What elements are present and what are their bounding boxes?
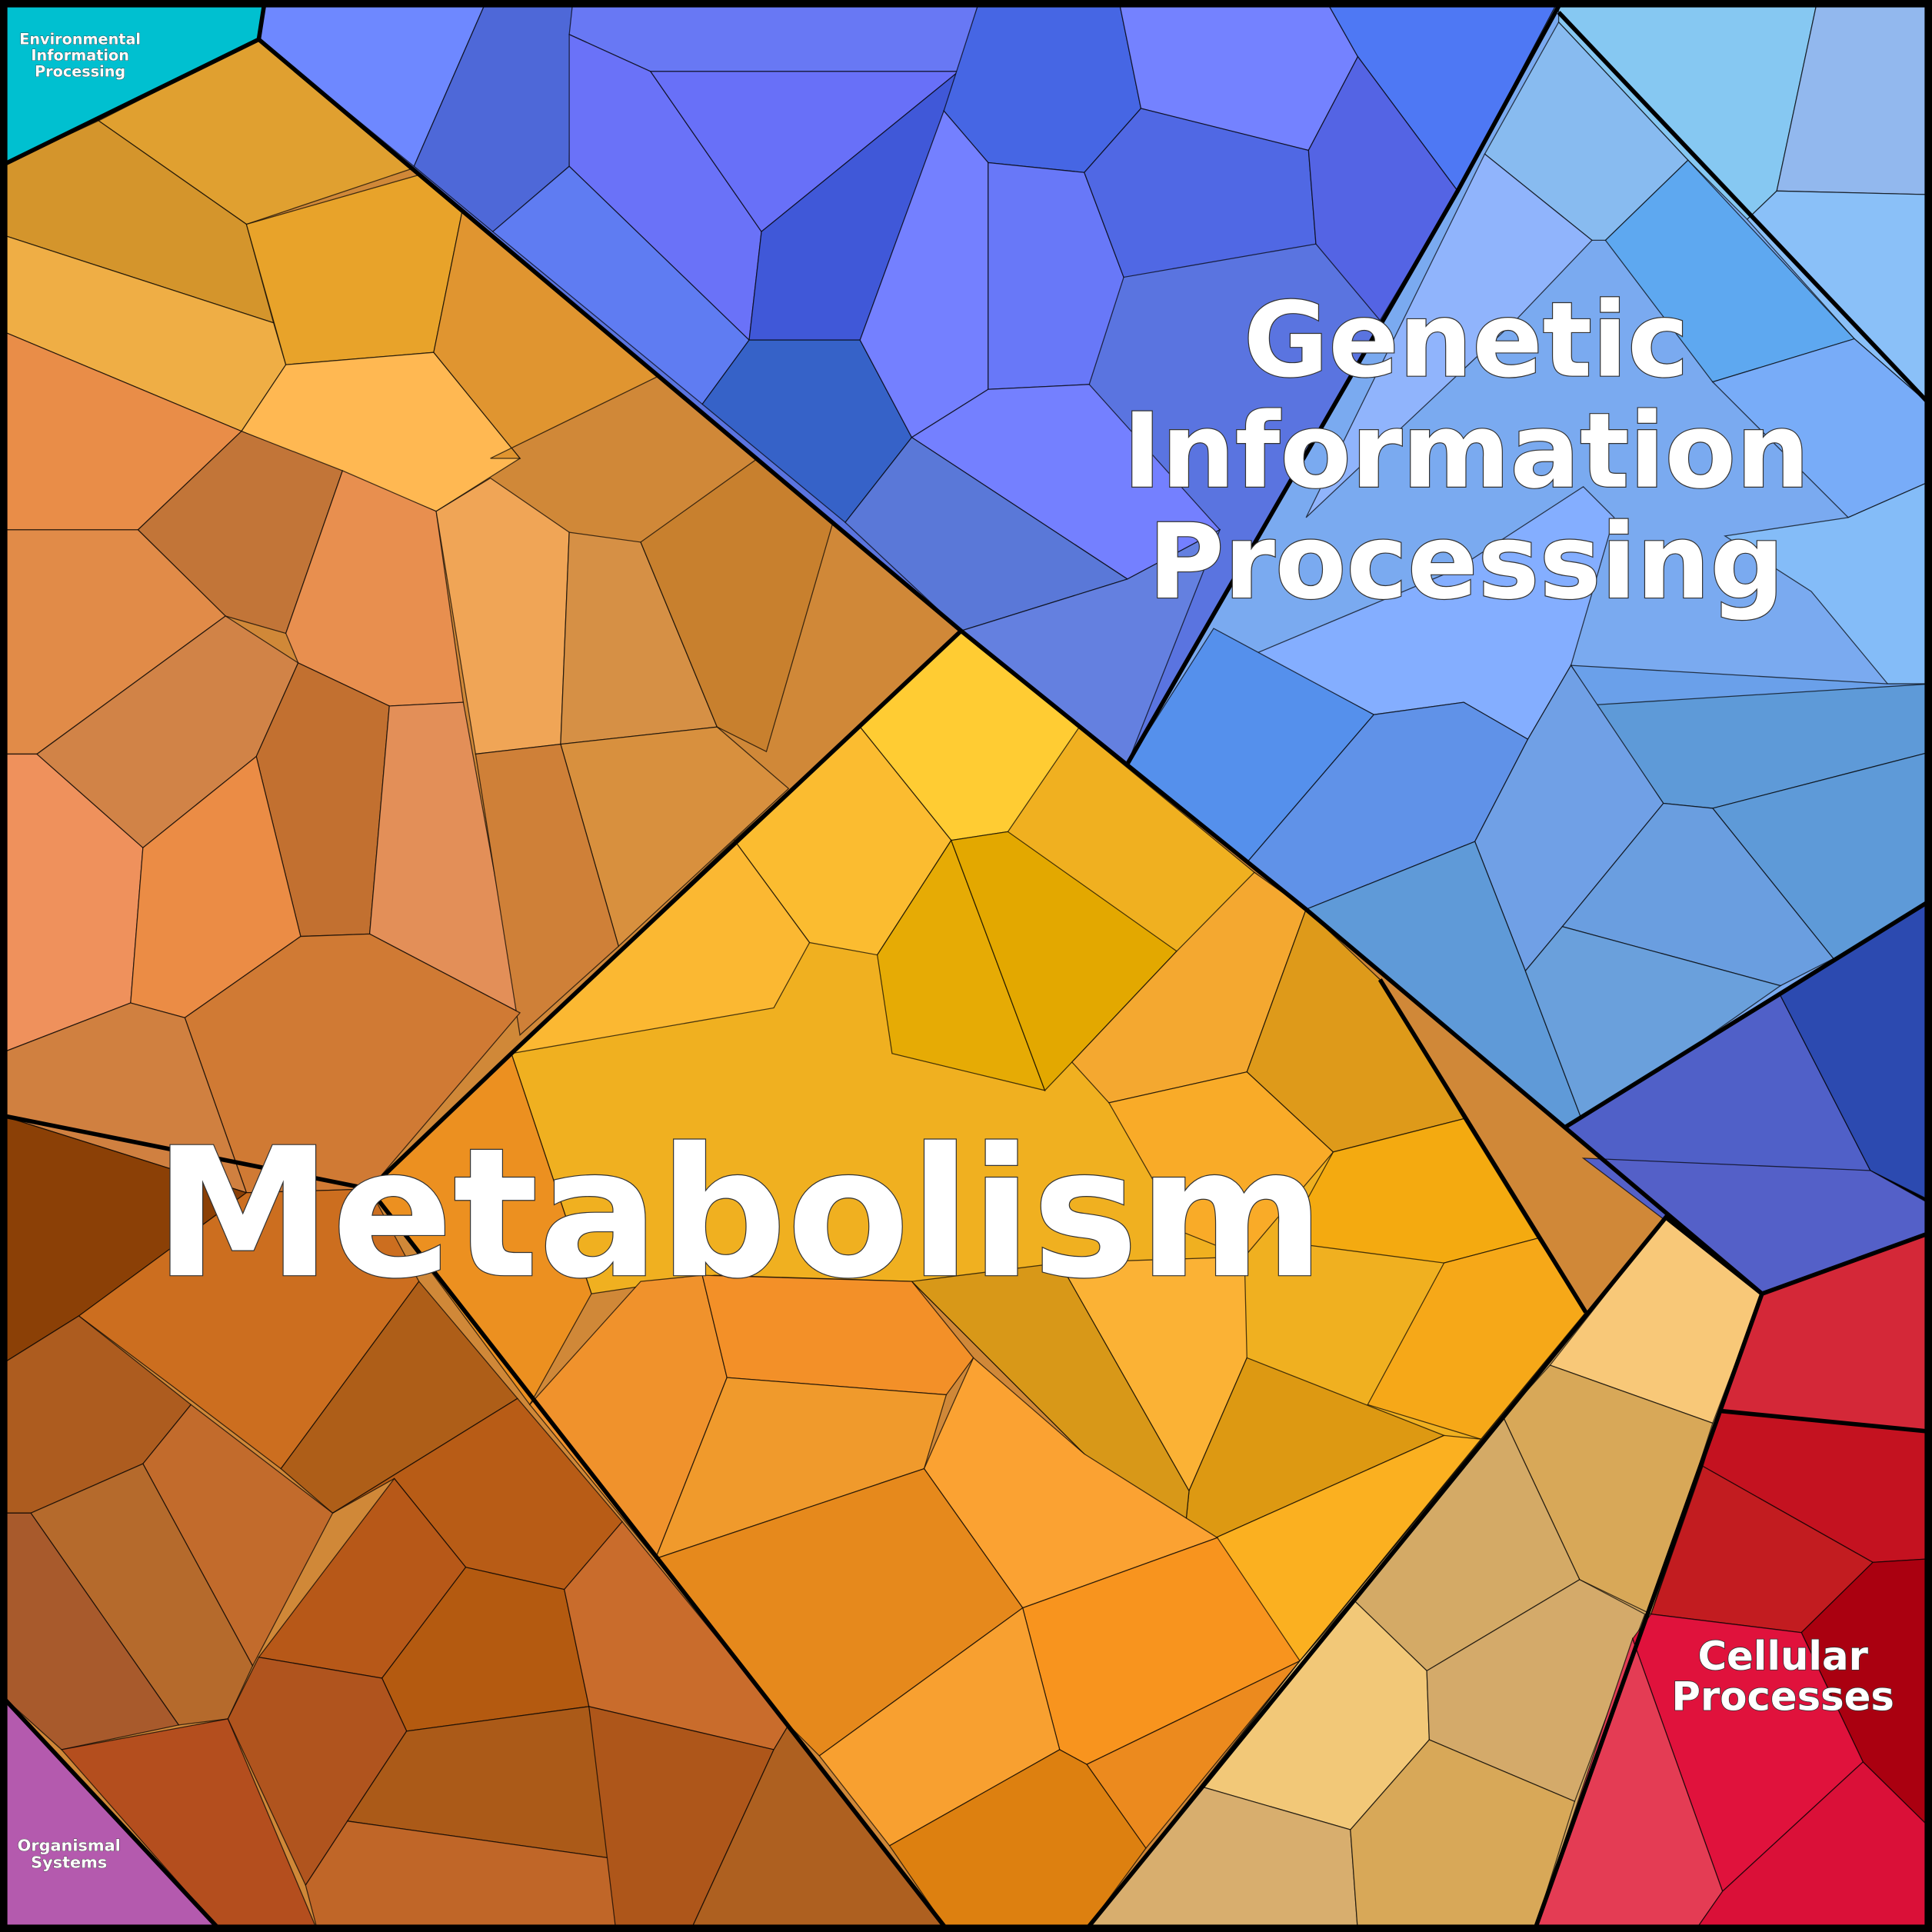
border [1564,898,1932,1130]
cell [1776,0,1932,195]
border [1718,1408,1932,1434]
cell [60,1718,319,1932]
label-line: Processing [1148,501,1784,622]
border [0,0,268,168]
cell [1746,190,1932,408]
border [0,629,963,1192]
env-label: Environmental Information Processing [19,31,141,81]
label-line: Cellular [1697,1634,1868,1680]
metabolism-label: Metabolism [154,1109,1324,1317]
label-line: Processes [1671,1674,1894,1720]
cell [475,743,619,1036]
label-line: Processing [35,62,125,80]
cell [0,1002,248,1194]
cell [1108,1071,1334,1257]
genetic-label: Genetic Information Processing [1123,280,1810,622]
cell [689,1724,950,1932]
border [368,1188,951,1932]
label-line: Information [31,47,129,65]
label-line: Information [1123,391,1810,511]
label-line: Metabolism [154,1109,1324,1317]
label-line: Organismal [18,1836,121,1854]
border [1557,11,1932,408]
cellular-label: Cellular Processes [1671,1634,1894,1720]
cell [1724,480,1932,685]
label-line: Systems [31,1854,107,1872]
cell [1305,153,1593,518]
cell [568,0,981,72]
label-line: Genetic [1244,280,1689,401]
cell [305,1820,617,1932]
cell [0,1512,180,1750]
border [1377,978,1588,1314]
labels: Environmental Information ProcessingGeneti… [17,30,1894,1872]
cell [1694,1761,1932,1932]
cell [888,1749,1147,1932]
label-line: Environmental [19,31,141,48]
organismal-label: Organismal Systems [18,1836,121,1871]
cell [1524,926,1782,1125]
border [1082,1214,1765,1932]
cell [1711,338,1932,518]
border [0,1692,224,1932]
cell [988,162,1124,390]
border [1125,5,1561,765]
border [257,38,1932,1297]
cell [588,1705,774,1932]
cell [241,351,521,512]
cell [701,1274,974,1396]
cell [640,458,834,753]
cell [1367,1237,1587,1440]
cell [1350,1739,1576,1932]
